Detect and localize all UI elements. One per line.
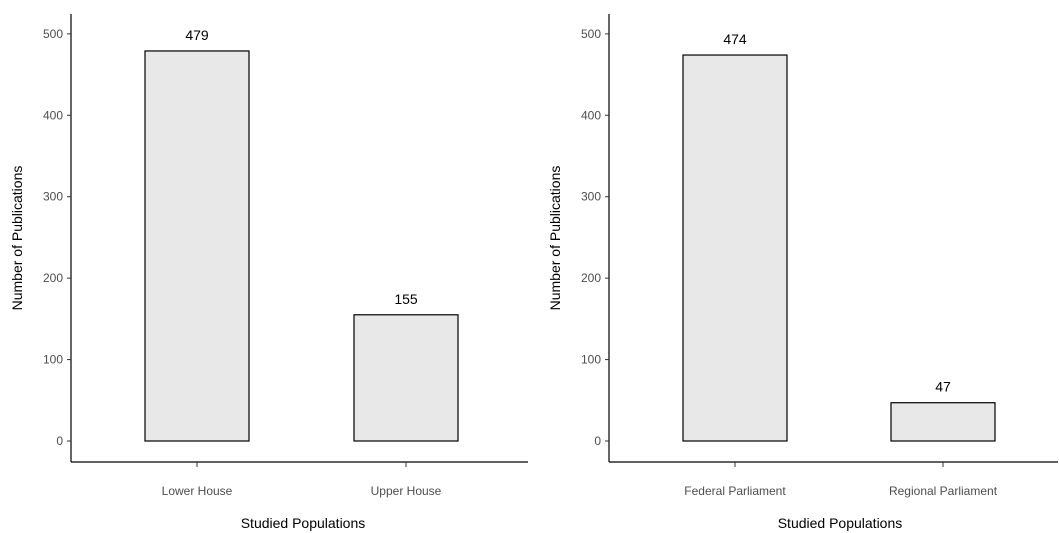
data-label: 474 xyxy=(723,31,747,47)
chart-panel-right: 0 100 200 300 400 500 474 Federal Parliament 47 R… xyxy=(537,0,1059,533)
y-axis-title: Number of Publications xyxy=(547,166,563,311)
y-axis-title: Number of Publications xyxy=(9,166,25,311)
bar-chart-svg: 0 100 200 300 400 500 474 Federal Parliament 47 R… xyxy=(547,14,1058,531)
y-tick-label: 200 xyxy=(581,271,601,285)
y-tick-label: 0 xyxy=(594,434,601,448)
bar-chart-svg: 0 100 200 300 400 500 479 Lower House 155 Upper H… xyxy=(9,14,528,531)
bar xyxy=(144,50,250,442)
y-tick-label: 500 xyxy=(43,27,63,41)
y-tick-label: 400 xyxy=(581,108,601,122)
y-tick-label: 100 xyxy=(581,353,601,367)
data-label: 155 xyxy=(394,291,418,307)
x-tick-label: Federal Parliament xyxy=(684,484,786,498)
bar xyxy=(682,54,788,442)
y-tick-label: 200 xyxy=(43,271,63,285)
y-tick-label: 100 xyxy=(43,353,63,367)
bar xyxy=(353,314,459,442)
x-tick-label: Regional Parliament xyxy=(889,484,998,498)
y-tick-label: 500 xyxy=(581,27,601,41)
chart-panel-left: 0 100 200 300 400 500 479 Lower House 155 Upper H… xyxy=(9,14,528,531)
x-axis-title: Studied Populations xyxy=(778,515,903,531)
x-tick-label: Lower House xyxy=(162,484,233,498)
y-tick-label: 0 xyxy=(56,434,63,448)
data-label: 479 xyxy=(185,27,209,43)
y-tick-label: 300 xyxy=(43,190,63,204)
data-label: 47 xyxy=(935,379,951,395)
x-axis-title: Studied Populations xyxy=(241,515,366,531)
bar xyxy=(890,402,996,442)
x-tick-label: Upper House xyxy=(371,484,442,498)
y-tick-label: 300 xyxy=(581,190,601,204)
y-tick-label: 400 xyxy=(43,108,63,122)
